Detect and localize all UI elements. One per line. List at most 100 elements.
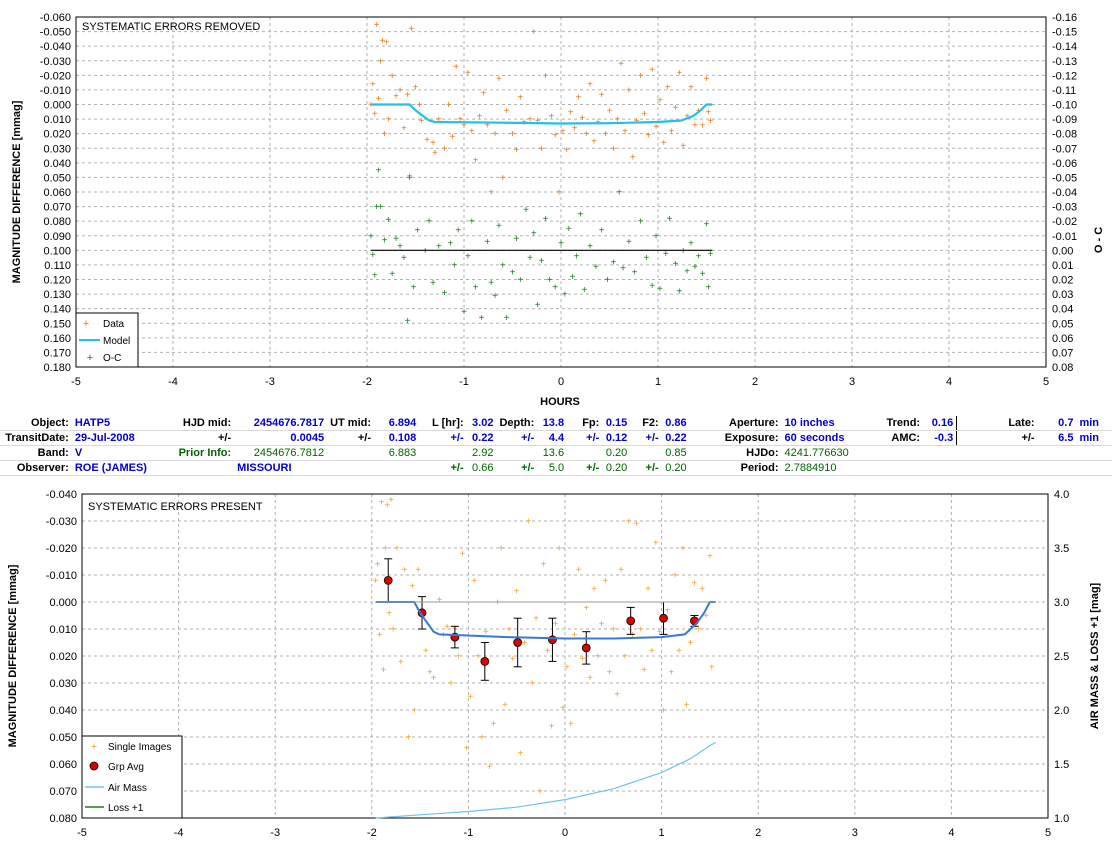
top-series-o-c-point: + [649,281,655,292]
bottom-series-single-images-point: + [691,579,697,590]
top-series-data-point: + [457,115,463,126]
bottom-series-air-mass-line [375,741,716,819]
bottom-series-single-images-point: + [564,662,570,673]
top-y-left-tick-label: 0.010 [43,114,71,126]
top-series-data-point: + [591,137,597,148]
bottom-legend-loss-label: Loss +1 [108,803,144,814]
top-series-o-c-point: + [500,260,506,271]
bottom-series-single-images-point: + [591,584,597,595]
top-series-data-point: + [372,109,378,120]
top-series-o-c-point: + [593,262,599,273]
top-legend-data-marker: + [83,318,89,330]
top-series-o-c-point: + [469,217,475,228]
top-series-data-point: + [407,172,413,183]
top-y-right-tick-label: -0.12 [1052,70,1077,82]
bottom-series-single-images-point: + [533,614,539,625]
bottom-x-tick-label: -1 [464,827,474,839]
top-series-o-c-point: + [620,263,626,274]
top-y-right-tick-label: -0.04 [1052,187,1077,199]
depth-err-value: 4.4 [537,430,568,446]
bottom-series-single-images-point: + [506,625,512,636]
exposure-label: Exposure: [689,430,782,446]
bottom-series-single-images-point: + [595,652,601,663]
bottom-series-single-images-point: + [415,565,421,576]
top-y-right-tick-label: -0.10 [1052,100,1077,112]
top-series-o-c-point: + [653,231,659,242]
bottom-grp-avg-point [480,656,490,666]
bottom-series-single-images-point: + [664,606,670,617]
top-y-right-tick-label: -0.13 [1052,56,1077,68]
prior-fp-pm-label: +/- [567,460,603,476]
transit-date-value: 29-Jul-2008 [71,430,171,446]
top-plot-frame [75,16,1047,368]
top-series-data-point: + [418,116,424,127]
band-value: V [71,445,171,461]
top-series-data-point: + [442,144,448,155]
top-y-left-tick-label: 0.150 [43,318,71,330]
top-y-left-tick-label: -0.040 [40,41,71,53]
top-series-o-c-point: + [546,275,552,286]
top-series-data-point: + [496,74,502,85]
bottom-x-tick-label: -2 [367,827,377,839]
bottom-series-single-images-point: + [606,668,612,679]
top-series-data-point: + [543,71,549,82]
prior-hjd-value: 2454676.7812 [234,445,328,461]
top-series-o-c-point: + [393,234,399,245]
trend-label: Trend: [883,416,924,431]
bottom-chart: -5 -4 -3 -2 -1 0 1 2 3 4 5 -0.040 -0.030 -0.020 -0.01… [7,489,1101,839]
bottom-series-single-images-point: + [637,625,643,636]
top-series-data-point: + [409,24,415,35]
fp-label: Fp: [567,416,603,431]
top-series-o-c-point: + [684,266,690,277]
bottom-series-single-images-point: + [703,611,709,622]
top-y-left-tick-label: 0.050 [43,172,71,184]
top-series-data-point: + [707,116,713,127]
bottom-series-model-line [375,601,716,640]
top-series-o-c-point: + [411,282,417,293]
top-series-o-c-point: + [527,253,533,264]
top-y-left-tick-label: 0.030 [43,143,71,155]
top-series-data-point: + [653,122,659,133]
top-series-data-point: + [405,90,411,101]
bottom-series-single-images-point: + [568,719,574,730]
top-series-o-c-point: + [680,246,686,257]
bottom-y-left-tick-label: 0.040 [49,705,77,717]
bottom-series-single-images-point: + [494,598,500,609]
top-series-data-point: + [641,109,647,120]
bottom-series-single-images-point: + [431,673,437,684]
top-series-o-c-point: + [465,252,471,263]
top-series-data-point: + [504,106,510,117]
bottom-series-single-images-point: + [487,762,493,773]
top-series-o-c-point: + [531,228,537,239]
bottom-series-single-images-point: + [657,627,663,638]
late-err-unit: min [1076,430,1112,446]
prior-depth-err-value: 5.0 [537,460,568,476]
bottom-legend-grp-marker [89,761,99,771]
bottom-series-single-images-point: + [707,552,713,563]
bottom-legend-single-marker: + [91,741,97,753]
bottom-series-single-images-point: + [386,608,392,619]
ut-err-value: 0.108 [374,430,420,446]
top-series-o-c-point: + [570,272,576,283]
top-series-data-point: + [556,188,562,199]
top-y-axis-label-left: MAGNITUDE DIFFERENCE [mmag] [11,100,23,283]
bottom-y-axis-label-right: AIR MASS & LOSS +1 [mag] [1089,582,1101,729]
bottom-series-single-images-point: + [576,565,582,576]
top-series-data-point: + [704,74,710,85]
bottom-grp-avg-point [581,643,591,653]
top-series-o-c-point: + [422,246,428,257]
top-series-o-c-point: + [436,242,442,253]
bottom-series-single-images-point: + [460,549,466,560]
bottom-series-single-images-point: + [518,749,524,760]
bottom-series-single-images-point: + [653,538,659,549]
prior-fp-err-value: 0.20 [602,460,631,476]
bottom-grp-avg-point [548,635,557,645]
bottom-gridlines [82,494,1048,818]
fp-pm-label: +/- [567,430,603,446]
hjdo-value: 4241.776630 [781,445,884,461]
bottom-series-single-images-point: + [483,627,489,638]
top-series-data-point: + [385,115,391,126]
bottom-series-single-images-point: + [444,622,450,633]
l-pm-label: +/- [419,430,467,446]
top-series-data-point: + [517,93,523,104]
